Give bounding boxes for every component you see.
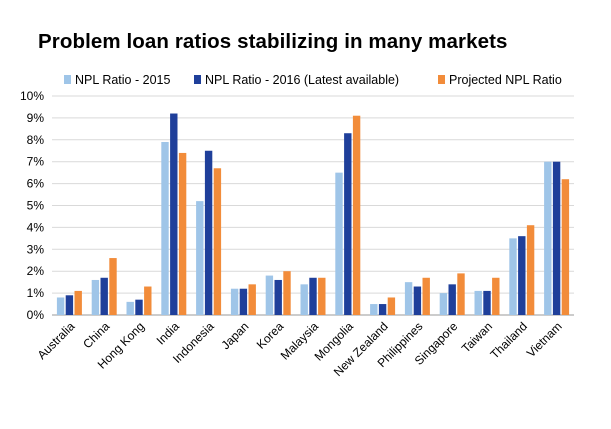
bar-hong-kong-series-2 xyxy=(135,299,143,315)
y-tick-label: 9% xyxy=(27,111,45,125)
bar-india-series-3 xyxy=(178,152,187,315)
y-axis: 0% 1% 2% 3% 4% 5% 6% 7% 8% 9% 10% xyxy=(20,89,44,322)
bar-japan-series-2 xyxy=(239,288,248,315)
bar-australia-series-3 xyxy=(74,290,82,315)
bar-hong-kong-series-3 xyxy=(144,286,152,315)
bar-china-series-2 xyxy=(100,277,108,315)
bar-thailand-series-1 xyxy=(509,238,517,315)
y-tick-label: 4% xyxy=(27,220,45,234)
bar-mongolia-series-3 xyxy=(352,115,361,316)
bar-mongolia-series-2 xyxy=(344,133,352,315)
legend-swatch xyxy=(64,75,71,84)
legend: NPL Ratio - 2015 NPL Ratio - 2016 (Latest… xyxy=(64,73,562,87)
x-tick-label: India xyxy=(154,319,183,348)
legend-swatch xyxy=(194,75,201,84)
bar-australia-series-2 xyxy=(65,295,74,315)
bar-vietnam-series-1 xyxy=(544,161,552,315)
x-tick-label: Korea xyxy=(254,319,287,352)
x-tick-label: Vietnam xyxy=(524,319,565,360)
legend-label: Projected NPL Ratio xyxy=(449,73,562,87)
bar-korea-series-1 xyxy=(265,275,274,315)
bar-australia-series-1 xyxy=(56,297,65,315)
bar-indonesia-series-1 xyxy=(196,201,204,315)
bars xyxy=(56,113,570,316)
y-tick-label: 8% xyxy=(27,133,45,147)
bar-mongolia-series-1 xyxy=(335,172,343,315)
bar-thailand-series-2 xyxy=(518,236,526,315)
legend-label: NPL Ratio - 2015 xyxy=(75,73,170,87)
bar-china-series-3 xyxy=(109,258,117,315)
bar-india-series-2 xyxy=(170,113,178,316)
bar-taiwan-series-3 xyxy=(492,277,500,315)
bar-korea-series-2 xyxy=(274,279,282,315)
bar-indonesia-series-3 xyxy=(213,168,222,315)
bar-new-zealand-series-1 xyxy=(370,304,378,315)
x-tick-label: Australia xyxy=(35,319,78,362)
y-tick-label: 1% xyxy=(27,286,45,300)
bar-philippines-series-3 xyxy=(422,277,430,315)
bar-hong-kong-series-1 xyxy=(126,301,134,315)
bar-korea-series-3 xyxy=(283,271,291,315)
bar-thailand-series-3 xyxy=(526,225,535,315)
bar-india-series-1 xyxy=(161,141,169,315)
bar-new-zealand-series-3 xyxy=(387,297,396,315)
bar-malaysia-series-1 xyxy=(300,284,308,315)
y-tick-label: 7% xyxy=(27,155,45,169)
y-tick-label: 10% xyxy=(20,89,44,103)
y-tick-label: 0% xyxy=(27,308,45,322)
bar-vietnam-series-3 xyxy=(561,179,570,315)
bar-malaysia-series-3 xyxy=(318,277,326,315)
y-tick-label: 2% xyxy=(27,264,45,278)
y-tick-label: 6% xyxy=(27,177,45,191)
y-tick-label: 3% xyxy=(27,242,45,256)
bar-china-series-1 xyxy=(91,279,100,315)
bar-philippines-series-1 xyxy=(404,282,413,315)
legend-swatch xyxy=(438,75,445,84)
bar-indonesia-series-2 xyxy=(204,150,213,315)
bar-new-zealand-series-2 xyxy=(378,304,387,315)
bar-singapore-series-2 xyxy=(448,284,456,315)
bar-philippines-series-2 xyxy=(413,286,422,315)
bar-japan-series-3 xyxy=(248,284,256,315)
legend-label: NPL Ratio - 2016 (Latest available) xyxy=(205,73,399,87)
bar-taiwan-series-2 xyxy=(483,290,491,315)
bar-vietnam-series-2 xyxy=(552,161,561,315)
bar-malaysia-series-2 xyxy=(309,277,317,315)
y-tick-label: 5% xyxy=(27,199,45,213)
bar-singapore-series-1 xyxy=(439,293,448,315)
bar-japan-series-1 xyxy=(230,288,239,315)
bar-taiwan-series-1 xyxy=(474,290,482,315)
x-tick-label: China xyxy=(80,319,112,351)
bar-singapore-series-3 xyxy=(457,273,465,315)
x-tick-label: Japan xyxy=(218,319,251,352)
x-tick-label: Thailand xyxy=(487,319,529,361)
chart-title: Problem loan ratios stabilizing in many … xyxy=(38,30,508,53)
